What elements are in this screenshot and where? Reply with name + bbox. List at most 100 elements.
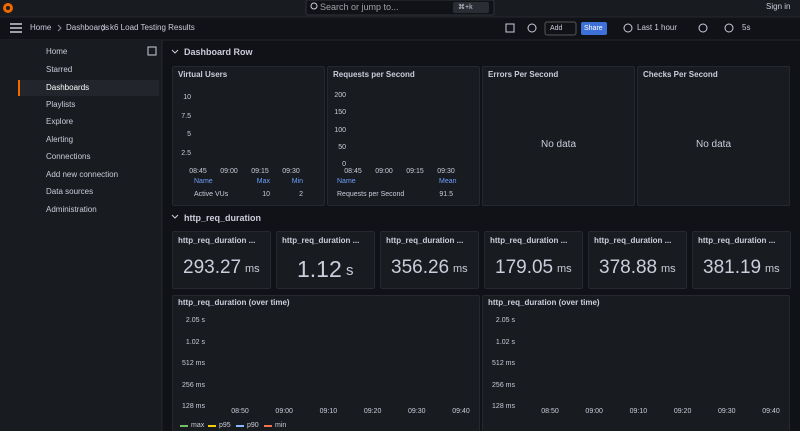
legend-label[interactable]: p95 xyxy=(219,422,231,429)
legend-cell: Requests per Second xyxy=(337,191,405,198)
time-range[interactable]: Last 1 hour xyxy=(637,23,678,32)
breadcrumb: k6 Load Testing Results xyxy=(110,23,195,32)
zoom-icon[interactable] xyxy=(698,23,708,33)
sidebar-item[interactable]: Dashboards xyxy=(46,83,90,92)
x-tick-label: 09:30 xyxy=(718,408,736,415)
sidebar-item[interactable]: Playlists xyxy=(46,100,76,109)
legend-header: Min xyxy=(291,178,303,185)
share-button-label[interactable]: Share xyxy=(584,25,603,32)
panel-title: Errors Per Second xyxy=(488,70,559,79)
timeseries-panel xyxy=(172,295,480,431)
stat-unit: s xyxy=(346,262,354,279)
add-button-label[interactable]: Add xyxy=(550,25,563,32)
y-tick-label: 7.5 xyxy=(181,112,191,120)
save-icon[interactable] xyxy=(505,23,515,33)
breadcrumb[interactable]: Dashboards xyxy=(66,23,110,32)
sidebar-item[interactable]: Connections xyxy=(46,152,91,161)
x-tick-label: 09:30 xyxy=(408,408,426,415)
x-tick-label: 09:20 xyxy=(363,408,382,415)
y-tick-label: 2.05 s xyxy=(185,317,205,324)
sidebar-bg xyxy=(0,40,162,431)
y-tick-label: 0 xyxy=(342,161,346,168)
settings-icon[interactable] xyxy=(527,23,537,33)
x-tick-label: 09:30 xyxy=(437,168,455,175)
sidebar-item[interactable]: Administration xyxy=(46,205,97,214)
legend-header: Max xyxy=(256,178,270,185)
y-tick-label: 1.02 s xyxy=(185,338,205,346)
x-tick-label: 09:10 xyxy=(629,408,648,415)
x-tick-label: 09:40 xyxy=(762,408,780,415)
stat-title: http_req_duration ... xyxy=(282,236,360,245)
y-tick-label: 5 xyxy=(187,131,191,139)
stat-unit: ms xyxy=(557,263,572,275)
sidebar-item[interactable]: Starred xyxy=(46,65,73,74)
stat-panel xyxy=(172,231,271,289)
stat-value: 356.26 xyxy=(391,257,450,278)
x-tick-label: 09:10 xyxy=(319,408,338,415)
panel xyxy=(637,66,790,206)
refresh-icon[interactable] xyxy=(724,23,734,33)
legend-swatch xyxy=(180,425,188,427)
sidebar-item[interactable]: Add new connection xyxy=(46,170,119,179)
legend-cell: 10 xyxy=(262,191,270,198)
sidebar-item[interactable]: Home xyxy=(46,47,68,56)
x-tick-label: 09:00 xyxy=(220,168,238,175)
panel-title: Virtual Users xyxy=(178,70,228,79)
panel xyxy=(172,66,325,206)
legend-cell: Active VUs xyxy=(194,191,229,198)
add-button[interactable] xyxy=(544,21,577,36)
legend-header: Mean xyxy=(439,178,457,185)
legend-header: Name xyxy=(194,178,213,185)
legend-label[interactable]: max xyxy=(191,422,205,429)
legend-cell: 91.5 xyxy=(439,191,453,198)
dock-icon[interactable] xyxy=(147,46,157,56)
x-tick-label: 08:45 xyxy=(344,168,362,175)
stat-value: 381.19 xyxy=(703,257,762,278)
shortcut: ⌘+k xyxy=(458,4,473,11)
sidebar-item[interactable]: Data sources xyxy=(46,187,94,196)
search-box[interactable] xyxy=(305,0,495,16)
y-tick-label: 256 ms xyxy=(492,381,515,389)
row-chevron[interactable] xyxy=(171,49,179,219)
y-tick-label: 512 ms xyxy=(182,360,205,367)
menu-icon[interactable] xyxy=(10,23,22,33)
search-icon xyxy=(310,2,318,10)
panel-title: Requests per Second xyxy=(333,70,415,79)
panel-title: http_req_duration (over time) xyxy=(178,298,290,307)
stat-panel xyxy=(276,231,375,289)
stat-unit: ms xyxy=(765,263,780,275)
search-placeholder[interactable]: Search or jump to... xyxy=(320,2,399,12)
stat-panel xyxy=(484,231,583,289)
sidebar-selected xyxy=(18,80,159,96)
x-tick-label: 09:00 xyxy=(375,168,393,175)
no-data: No data xyxy=(540,139,577,150)
x-tick-label: 09:15 xyxy=(406,168,424,175)
breadcrumb[interactable]: Home xyxy=(30,23,52,32)
stat-unit: ms xyxy=(453,263,468,275)
stat-unit: ms xyxy=(245,263,260,275)
y-tick-label: 256 ms xyxy=(182,381,205,389)
panel xyxy=(482,66,635,206)
clock-icon xyxy=(623,23,633,33)
stat-value: 378.88 xyxy=(599,257,658,278)
y-tick-label: 128 ms xyxy=(492,403,515,410)
share-button[interactable] xyxy=(581,22,607,35)
x-tick-label: 08:50 xyxy=(231,408,249,415)
sign-in[interactable]: Sign in xyxy=(766,2,791,11)
y-tick-label: 100 xyxy=(334,126,346,134)
legend-label[interactable]: p90 xyxy=(247,422,259,429)
legend-cell: 2 xyxy=(299,191,303,198)
stat-panel xyxy=(692,231,791,289)
no-data: No data xyxy=(695,139,732,150)
breadcrumb-sep xyxy=(57,24,106,32)
shortcut-bg xyxy=(453,2,489,13)
y-tick-label: 150 xyxy=(334,109,346,117)
y-tick-label: 2.5 xyxy=(181,150,191,157)
sidebar-item[interactable]: Explore xyxy=(46,117,74,126)
refresh-interval[interactable]: 5s xyxy=(742,23,751,32)
row-title: Dashboard Row xyxy=(184,47,253,57)
legend-label[interactable]: min xyxy=(275,422,287,429)
x-tick-label: 09:40 xyxy=(452,408,470,415)
sidebar-item[interactable]: Alerting xyxy=(46,135,74,144)
